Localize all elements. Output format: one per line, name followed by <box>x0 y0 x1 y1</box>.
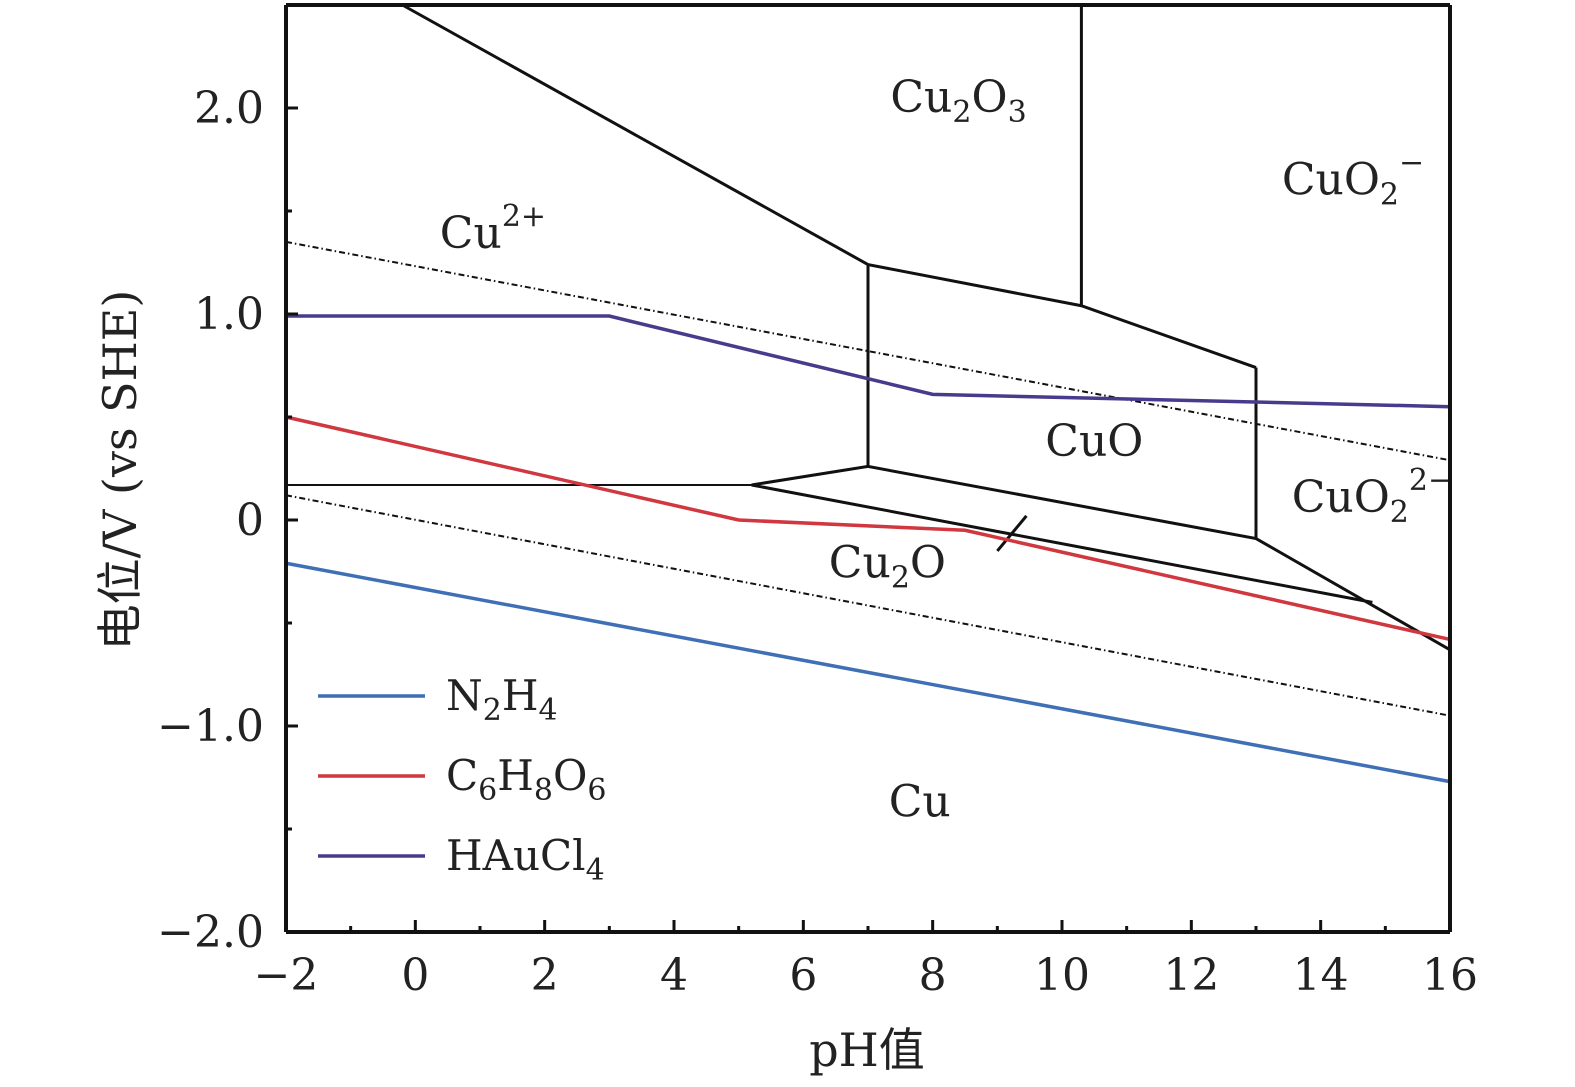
y-tick-label: 1.0 <box>194 289 264 340</box>
water-stability-line <box>285 240 1451 462</box>
y-tick-label: 2.0 <box>194 83 264 134</box>
axes: −2 0 2 4 6 8 10 12 14 16 −2.0 −1.0 0 1.0 2.0 <box>157 3 1478 1001</box>
x-axis-title: pH值 <box>809 1023 925 1077</box>
region-label: CuO2​2−​ <box>1292 463 1453 530</box>
x-tick-label: 4 <box>660 950 688 1001</box>
x-tick-label: 14 <box>1293 950 1349 1001</box>
region-label: Cu2​O3​ <box>890 72 1026 130</box>
phase-boundaries <box>286 3 1451 652</box>
x-tick-label: 6 <box>789 950 817 1001</box>
y-tick-label: −1.0 <box>157 701 264 752</box>
water-stability-lines <box>285 240 1451 717</box>
legend-label: C6​H8​O6​ <box>446 751 607 808</box>
reductant-lines <box>285 314 1451 784</box>
x-tick-label: 16 <box>1422 950 1478 1001</box>
phase-boundary-line <box>401 3 1257 369</box>
x-tick-label: 10 <box>1034 950 1090 1001</box>
phase-boundary-line <box>751 464 1451 652</box>
region-label: CuO <box>1045 416 1143 467</box>
legend-label: N2​H4​ <box>446 671 558 728</box>
water-stability-line <box>285 494 1451 717</box>
region-labels: Cu2​O3​ CuO2​−​ Cu2+​ CuO CuO2​2−​ Cu2​O Cu <box>440 72 1453 828</box>
x-tick-label: 8 <box>919 950 947 1001</box>
series-line-haucl4 <box>286 314 1451 409</box>
region-label: CuO2​−​ <box>1282 146 1424 213</box>
legend: N2​H4​ C6​H8​O6​ HAuCl4​ <box>318 671 607 888</box>
y-tick-label: −2.0 <box>157 907 264 958</box>
x-tick-label: 12 <box>1163 950 1219 1001</box>
series-line-n2h4 <box>285 561 1451 784</box>
series-line-c6h8o6 <box>285 415 1451 642</box>
cu2o-pointer-line <box>996 514 1028 552</box>
y-tick-label: 0 <box>236 495 264 546</box>
region-label: Cu <box>889 777 951 828</box>
x-tick-label: −2 <box>254 950 319 1001</box>
region-label: Cu2+​ <box>440 199 546 259</box>
region-label: Cu2​O <box>829 538 946 596</box>
y-axis-title: 电位/V (vs SHE) <box>93 290 147 651</box>
phase-boundary-line <box>751 483 1373 604</box>
legend-label: HAuCl4​ <box>446 831 605 888</box>
x-tick-label: 0 <box>401 950 429 1001</box>
x-tick-label: 2 <box>531 950 559 1001</box>
